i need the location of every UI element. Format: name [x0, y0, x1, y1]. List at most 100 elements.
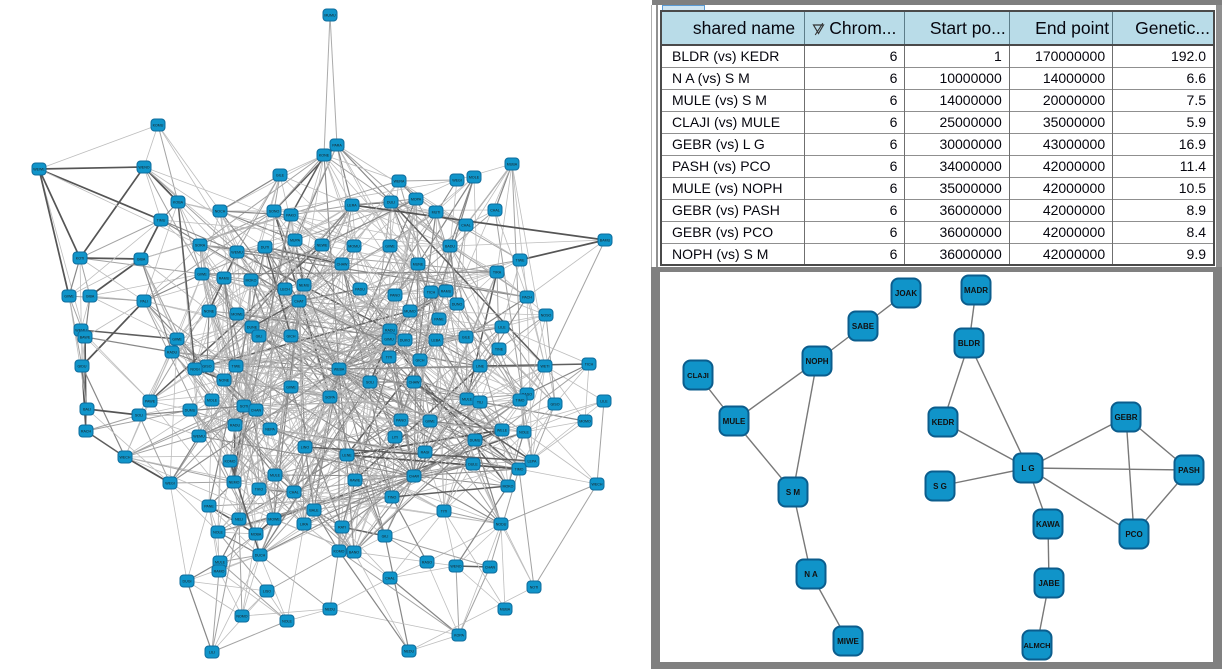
svg-text:PANO: PANO	[390, 294, 400, 298]
svg-text:NEMU: NEMU	[299, 284, 310, 288]
svg-text:L G: L G	[1021, 464, 1034, 473]
svg-text:KOMO: KOMO	[334, 550, 345, 554]
svg-text:CHAL: CHAL	[289, 491, 299, 495]
svg-text:CHAL: CHAL	[461, 224, 471, 228]
svg-text:WENO: WENO	[450, 565, 461, 569]
svg-text:TIKO: TIKO	[255, 488, 264, 492]
svg-text:MOMO: MOMO	[579, 420, 591, 424]
svg-text:DUTI: DUTI	[261, 246, 269, 250]
svg-text:MADR: MADR	[964, 286, 988, 295]
svg-text:NOTI: NOTI	[530, 586, 539, 590]
svg-text:S M: S M	[786, 488, 801, 497]
svg-text:S G: S G	[933, 482, 947, 491]
svg-text:CHAN: CHAN	[485, 566, 496, 570]
svg-text:NEWE: NEWE	[317, 244, 328, 248]
svg-text:N A: N A	[804, 570, 818, 579]
svg-text:MUPA: MUPA	[290, 239, 301, 243]
svg-text:LEBA: LEBA	[431, 339, 441, 343]
svg-text:KOPA: KOPA	[454, 634, 464, 638]
svg-text:MOKO: MOKO	[503, 485, 514, 489]
svg-text:NOCH: NOCH	[215, 210, 226, 214]
svg-text:WELE: WELE	[497, 429, 508, 433]
svg-text:RAWE: RAWE	[350, 479, 361, 483]
svg-text:JOAK: JOAK	[895, 289, 917, 298]
svg-text:DULE: DULE	[468, 463, 478, 467]
svg-text:GISO: GISO	[203, 365, 212, 369]
svg-text:MULE: MULE	[270, 474, 281, 478]
svg-text:CHAL: CHAL	[385, 577, 395, 581]
svg-text:WEBA: WEBA	[334, 368, 345, 372]
svg-text:TINE: TINE	[495, 348, 504, 352]
svg-text:CHAT: CHAT	[294, 300, 304, 304]
svg-text:WEMU: WEMU	[231, 251, 243, 255]
svg-text:SOLI: SOLI	[366, 381, 374, 385]
svg-text:MOLE: MOLE	[207, 399, 218, 403]
svg-text:DULI: DULI	[387, 201, 395, 205]
svg-text:GILI: GILI	[382, 535, 389, 539]
svg-text:MOKO: MOKO	[246, 279, 257, 283]
svg-text:GICH: GICH	[416, 359, 425, 363]
svg-text:RAGI: RAGI	[421, 451, 430, 455]
svg-text:WEGI: WEGI	[165, 482, 175, 486]
svg-text:KOMU: KOMU	[153, 124, 164, 128]
svg-text:LITI: LITI	[392, 436, 398, 440]
svg-text:RATI: RATI	[338, 526, 346, 530]
svg-text:GICH: GICH	[287, 335, 296, 339]
svg-text:LINE: LINE	[476, 365, 485, 369]
svg-text:LILE: LILE	[600, 400, 608, 404]
svg-text:ALMCH: ALMCH	[1023, 641, 1050, 650]
svg-text:BAWE: BAWE	[80, 336, 91, 340]
svg-text:LINO: LINO	[301, 446, 310, 450]
svg-text:NEDU: NEDU	[404, 650, 415, 654]
svg-text:TIMO: TIMO	[516, 399, 525, 403]
svg-text:NONE: NONE	[219, 379, 230, 383]
svg-text:GIWE: GIWE	[425, 420, 435, 424]
svg-text:DUNE: DUNE	[247, 326, 258, 330]
svg-text:WEMU: WEMU	[75, 329, 87, 333]
svg-text:LIRA: LIRA	[300, 523, 309, 527]
svg-text:MULE: MULE	[215, 561, 226, 565]
svg-text:KONE: KONE	[319, 154, 330, 158]
svg-text:RACH: RACH	[81, 430, 92, 434]
svg-text:CHAN: CHAN	[251, 409, 262, 413]
svg-text:NOGI: NOGI	[190, 368, 199, 372]
svg-text:TICH: TICH	[585, 363, 594, 367]
svg-text:KAWA: KAWA	[1036, 520, 1060, 529]
svg-text:MULE: MULE	[723, 417, 746, 426]
svg-text:KOBA: KOBA	[173, 201, 184, 205]
svg-text:KEDR: KEDR	[932, 418, 955, 427]
svg-text:SORA: SORA	[195, 244, 206, 248]
svg-text:WEMU: WEMU	[193, 435, 205, 439]
svg-text:NEDU: NEDU	[325, 608, 336, 612]
svg-text:SONO: SONO	[269, 210, 280, 214]
svg-text:MUBA: MUBA	[500, 608, 511, 612]
svg-text:PADU: PADU	[355, 288, 365, 292]
svg-text:BAMU: BAMU	[600, 239, 611, 243]
svg-text:SABE: SABE	[852, 322, 875, 331]
svg-text:DUMU: DUMU	[470, 439, 481, 443]
svg-text:PARA: PARA	[332, 144, 342, 148]
svg-text:GIWE: GIWE	[64, 295, 74, 299]
svg-text:RADU: RADU	[385, 329, 396, 333]
svg-text:WEGI: WEGI	[452, 179, 462, 183]
svg-text:GEBR: GEBR	[1114, 413, 1137, 422]
svg-text:MUMO: MUMO	[404, 310, 416, 314]
svg-text:SOLI: SOLI	[135, 414, 143, 418]
svg-text:MIWE: MIWE	[837, 637, 859, 646]
svg-text:RADU: RADU	[167, 351, 178, 355]
svg-text:WECH: WECH	[592, 483, 603, 487]
svg-text:BALE: BALE	[309, 509, 319, 513]
svg-text:PAWE: PAWE	[145, 400, 156, 404]
svg-text:WETI: WETI	[541, 365, 550, 369]
svg-text:MOWE: MOWE	[231, 313, 243, 317]
svg-text:MUTI: MUTI	[432, 211, 441, 215]
svg-text:GILE: GILE	[462, 336, 471, 340]
svg-text:NELI: NELI	[235, 518, 243, 522]
svg-text:TIWE: TIWE	[232, 365, 242, 369]
svg-text:NOLE: NOLE	[282, 620, 292, 624]
svg-text:WENO: WENO	[138, 166, 149, 170]
svg-text:TITI: TITI	[441, 510, 447, 514]
svg-text:DUKO: DUKO	[400, 339, 411, 343]
svg-text:GILE: GILE	[276, 174, 285, 178]
svg-text:LILI: LILI	[209, 651, 215, 655]
